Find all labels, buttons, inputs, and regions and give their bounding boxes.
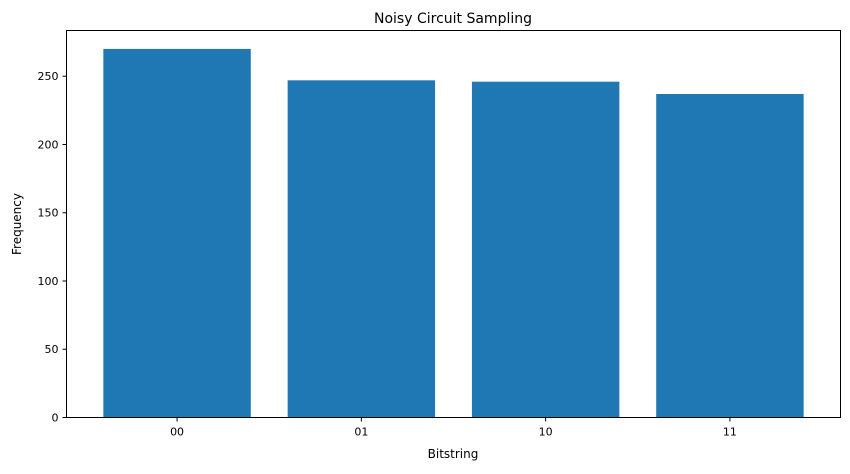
y-tick-label: 50 — [45, 343, 59, 356]
axes-frame — [66, 30, 841, 418]
y-tick-label: 100 — [38, 275, 59, 288]
y-tick-label: 200 — [38, 138, 59, 151]
x-tick-label: 10 — [539, 426, 553, 439]
bar-11 — [656, 93, 804, 418]
x-tick-label: 01 — [354, 426, 368, 439]
bar-01 — [287, 80, 436, 418]
x-axis-label: Bitstring — [428, 447, 479, 461]
bar-00 — [103, 48, 251, 418]
y-axis-label: Frequency — [10, 193, 24, 255]
chart-title: Noisy Circuit Sampling — [374, 11, 532, 27]
y-tick-label: 250 — [38, 70, 59, 83]
x-tick-label: 00 — [170, 426, 184, 439]
x-tick-label: 11 — [723, 426, 737, 439]
y-tick-label: 150 — [38, 207, 59, 220]
y-tick-label: 0 — [52, 412, 59, 425]
bar-10 — [471, 81, 620, 418]
